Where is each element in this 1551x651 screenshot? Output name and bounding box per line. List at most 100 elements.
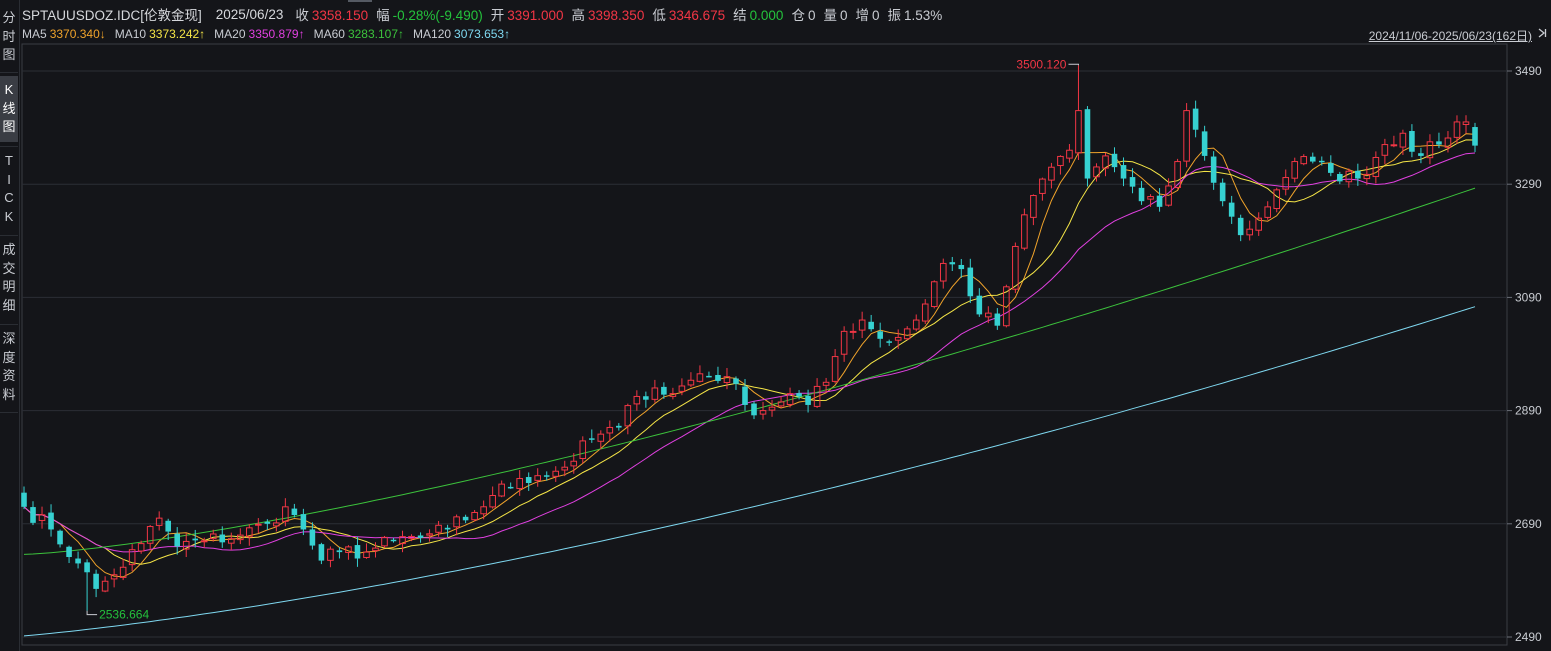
candle [1381,138,1389,165]
candle [84,559,90,611]
candle [633,390,641,411]
candle [426,529,433,542]
candle [1183,103,1190,168]
candle [1219,178,1226,207]
candle [588,429,595,443]
candle [868,314,874,332]
candle [1165,178,1172,207]
candle [1255,212,1262,236]
ma60-legend: MA60 3283.107↑ [313,27,405,41]
date-range-link[interactable]: 2024/11/06-2025/06/23(162日) [1368,29,1532,43]
candle [1426,134,1434,165]
candle [1111,147,1118,173]
candle [1075,65,1082,160]
candle [327,546,334,568]
candle [723,368,731,390]
candle [1409,124,1415,158]
candle [182,533,190,558]
candle [561,460,569,477]
tab-char: 图 [2,119,16,134]
candle [1318,156,1325,166]
candle [309,522,316,550]
candle [435,521,442,537]
tab-intraday[interactable]: 分 时 图 [0,9,18,67]
candle [155,511,163,531]
y-tick-label: 2690 [1515,517,1542,531]
candle [715,366,721,384]
ma20-line [23,152,1476,553]
candle [706,371,712,378]
tab-char: 明 [2,279,16,294]
candle [903,326,911,341]
change-field: 幅 -0.28%(-9.490) [376,8,483,23]
tab-depth-info[interactable]: 深 度 资 料 [0,330,18,408]
candle [552,466,560,482]
candle [813,378,821,408]
candle [1390,135,1398,148]
candles-layer [21,65,1478,611]
high-marker-label: 3500.120 [1016,57,1066,71]
candle [1057,155,1064,175]
settle-field: 结 0.000 [733,8,784,23]
candle [471,509,478,522]
candle [976,288,983,317]
candle [1120,157,1127,187]
candle [930,280,938,309]
candle [192,529,199,548]
tab-char: K [4,82,14,97]
ma10-legend: MA10 3373.242↑ [114,27,206,41]
candle [831,349,839,384]
tab-char: 线 [2,100,16,116]
candle [597,430,605,450]
tab-tick[interactable]: T I C K [0,152,18,230]
candle [264,519,271,531]
candle [768,399,776,417]
candle [1436,132,1442,149]
tab-kline[interactable]: K 线 图 [0,76,18,142]
candle [1030,194,1037,226]
y-tick-label: 2890 [1515,404,1542,418]
candle [498,480,505,498]
candle [669,387,677,400]
candle [1418,147,1424,164]
candle [246,524,253,546]
candle [1472,122,1478,153]
symbol-title: SPTAUUSDOZ.IDC[伦敦金现] [22,8,202,23]
candle [661,382,667,399]
candle [381,535,388,549]
tab-trade-detail[interactable]: 成 交 明 细 [0,241,18,319]
candle [146,524,154,551]
candle [66,545,72,564]
candle [137,540,145,554]
plot-frame [21,43,1508,646]
low-marker-line [86,610,98,616]
candle [453,514,460,536]
collapse-arrow-icon[interactable] [1537,27,1547,39]
candle [1453,115,1461,144]
candle [534,468,542,487]
candle [291,503,298,518]
candle [1363,166,1371,186]
candle [624,403,632,435]
candle [363,543,370,559]
candle [1328,155,1334,177]
candle [1174,158,1181,189]
candle [174,527,181,555]
tab-char: 成 [2,242,16,257]
candle [796,390,802,400]
ma10-line [23,139,1476,565]
candle [606,420,614,442]
candle [994,308,1001,330]
candle [110,568,118,588]
candle [444,524,451,537]
candle [200,537,208,548]
candle [93,569,99,598]
grid-layer [21,43,1508,646]
candle [462,514,469,524]
candle [237,528,244,545]
candle [1264,201,1272,220]
candle [165,518,171,540]
